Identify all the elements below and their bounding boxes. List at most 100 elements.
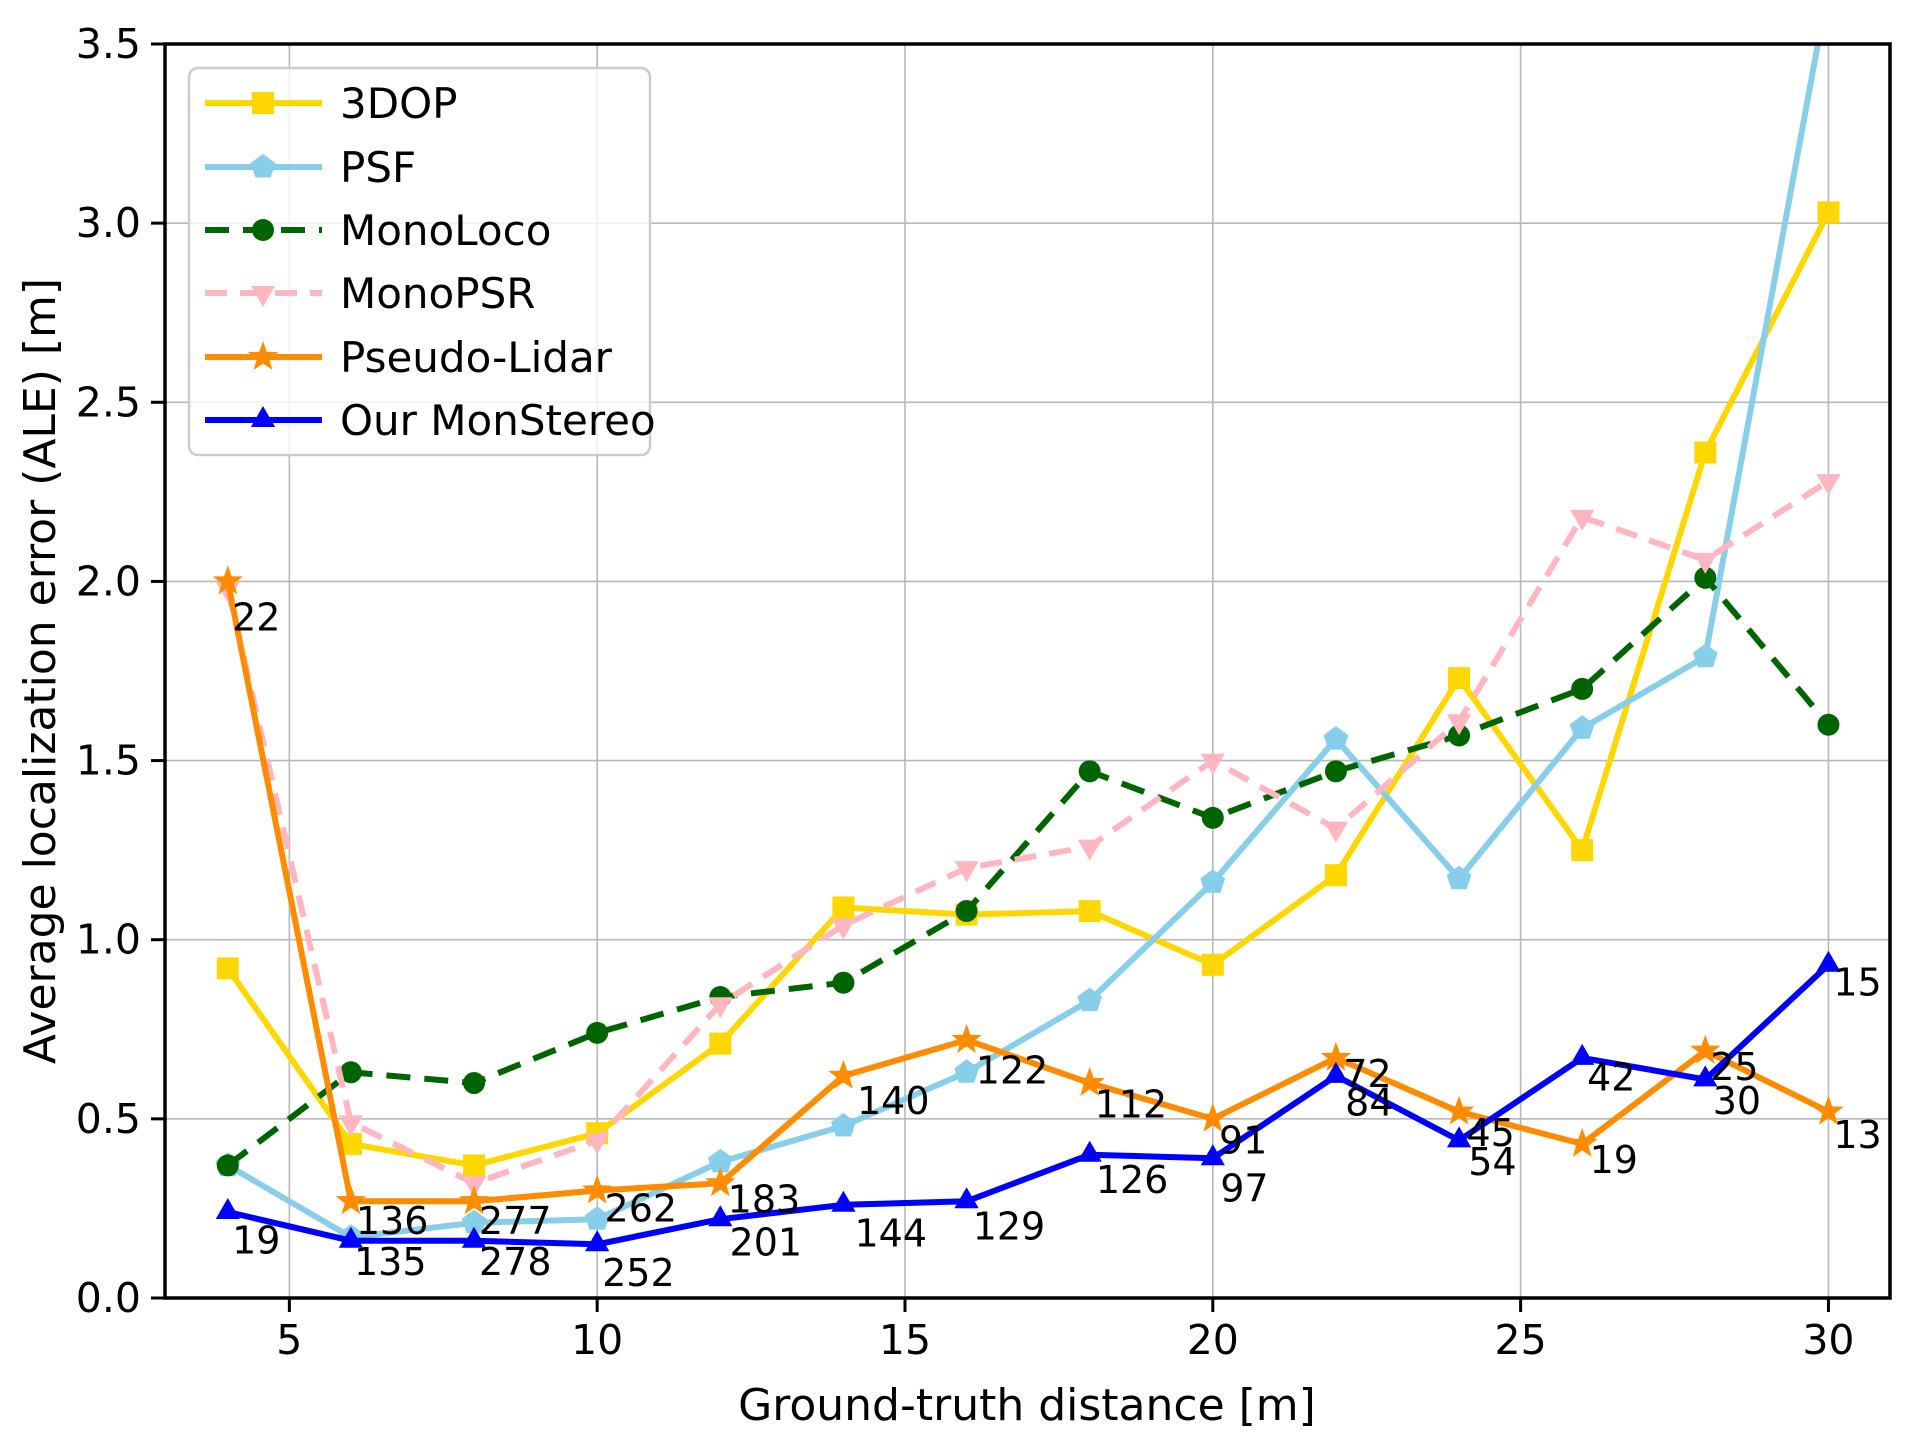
square-marker [463,1154,486,1177]
star-marker [582,1174,613,1204]
x-tick-label: 30 [1802,1316,1854,1364]
triangle-up-marker [585,1230,610,1252]
pentagon-marker [1569,715,1595,739]
legend-label: MonoPSR [340,269,535,318]
star-marker [1813,1095,1844,1125]
x-tick-label: 5 [276,1316,302,1364]
count-annotation: 122 [976,1048,1049,1092]
triangle-down-marker [585,1133,610,1155]
pentagon-marker [461,1209,487,1234]
star-marker [1074,1067,1105,1096]
triangle-down-marker [1323,821,1349,843]
square-marker [832,896,855,919]
triangle-up-marker [338,1226,363,1248]
count-annotation: 91 [1219,1118,1267,1162]
count-annotation: 97 [1220,1167,1268,1211]
pentagon-marker [831,1113,856,1137]
y-tick-label: 0.0 [76,1274,141,1322]
circle-marker [1694,566,1717,589]
y-tick-label: 2.0 [76,557,141,605]
square-marker [339,1132,362,1155]
axes-spines [163,42,1892,1300]
legend-label: MonoLoco [340,206,551,255]
series-line [224,580,1830,1205]
series-line [227,962,1831,1248]
triangle-down-icon [250,286,276,307]
triangle-up-marker [1816,950,1841,972]
count-annotation: 22 [232,595,280,639]
triangle-down-marker [1570,509,1595,531]
legend: 3DOP PSF MonoLoco MonoPSR Pseudo-Lidar Our Mo… [187,66,656,457]
circle-marker [1448,724,1471,747]
series-line [226,44,1821,1241]
triangle-down-marker [1816,474,1841,496]
triangle-down-marker [338,1115,363,1137]
legend-label: PSF [340,143,416,192]
count-annotation: 42 [1587,1056,1635,1100]
triangle-down-marker [1446,714,1472,736]
count-annotation: 112 [1095,1083,1168,1127]
triangle-down-marker [708,997,733,1019]
count-annotation: 13 [1833,1113,1881,1157]
square-marker [216,957,239,980]
pentagon-marker [1446,865,1472,890]
x-tick-label: 20 [1187,1316,1239,1364]
square-icon [252,92,274,114]
count-annotation: 72 [1343,1052,1391,1096]
triangle-up-marker [708,1205,733,1227]
circle-marker [1078,760,1101,783]
series-monoloco [216,566,1840,1177]
y-axis-label: Average localization error (ALE) [m] [15,278,66,1064]
plot-border [163,42,1892,1300]
pentagon-marker [1323,726,1349,750]
square-marker [1448,667,1471,690]
square-marker [709,1032,732,1055]
pentagon-marker [1692,643,1718,668]
circle-icon [252,219,274,241]
series-our-monstereo [215,950,1841,1252]
star-marker [828,1059,859,1089]
star-marker [1197,1102,1228,1132]
triangle-up-marker [1446,1126,1472,1148]
legend-label: 3DOP [340,79,457,128]
legend-label: Our MonStereo [340,396,656,445]
star-marker [705,1167,736,1197]
legend-item-monoloco: MonoLoco [205,206,551,255]
star-marker [458,1185,490,1215]
star-marker [1567,1127,1598,1157]
circle-marker [339,1061,362,1084]
count-annotation: 25 [1710,1045,1758,1089]
count-annotation: 140 [857,1079,930,1123]
star-icon [247,341,279,370]
legend-item-pseudo-lidar: Pseudo-Lidar [205,333,613,382]
triangle-up-marker [954,1187,979,1209]
circle-marker [1201,806,1224,829]
circle-marker [586,1021,609,1044]
square-marker [1694,441,1717,464]
star-marker [212,565,243,595]
circle-marker [463,1072,486,1095]
legend-item-3dop: 3DOP [205,79,457,128]
triangle-up-marker [1077,1140,1102,1162]
count-annotation: 126 [1096,1158,1169,1202]
count-annotation: 129 [973,1204,1046,1248]
count-annotation: 201 [730,1220,803,1264]
count-annotation: 45 [1466,1111,1514,1155]
triangle-down-marker [1693,552,1718,574]
star-marker [335,1185,367,1215]
triangle-down-marker [1077,839,1102,861]
square-marker [1571,839,1594,862]
count-annotation: 30 [1713,1079,1761,1123]
y-tick-label: 1.0 [76,916,141,964]
count-annotation: 84 [1345,1081,1393,1125]
pentagon-marker [954,1059,979,1083]
x-tick-label: 25 [1495,1316,1547,1364]
x-axis-label: Ground-truth distance [m] [738,1380,1316,1431]
axis-ticks: 5 10 15 20 25 300.00.51.01.52.02.53.03.5 [76,20,1855,1364]
x-tick-label: 10 [571,1316,623,1364]
count-annotation: 136 [356,1199,429,1243]
triangle-up-marker [1693,1065,1718,1087]
